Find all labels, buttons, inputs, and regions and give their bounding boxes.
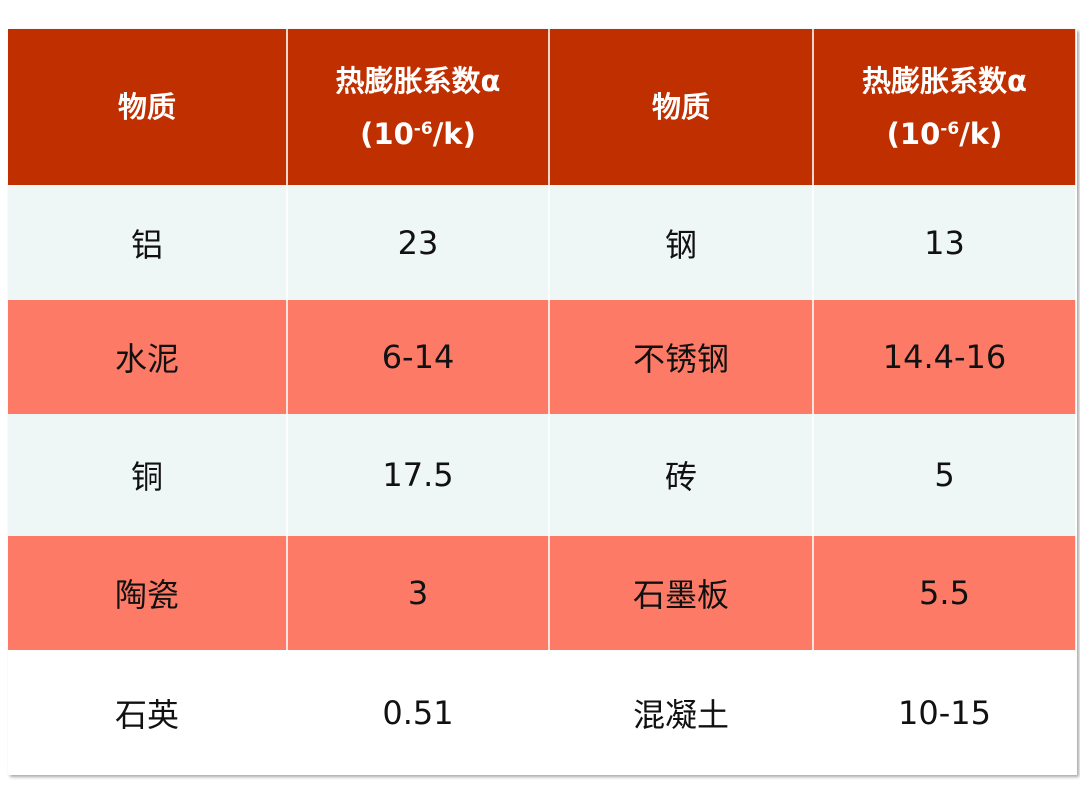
header-material-1: 物质	[8, 29, 288, 185]
material-cell: 钢	[549, 185, 814, 300]
material-cell: 铝	[8, 185, 288, 300]
unit-open: (10	[886, 116, 941, 151]
value-cell: 14.4-16	[813, 300, 1077, 414]
table-row: 铜 17.5 砖 5	[8, 414, 1077, 536]
unit-open: (10	[360, 116, 414, 151]
unit-close: /k)	[959, 116, 1003, 151]
table-row: 铝 23 钢 13	[8, 185, 1077, 300]
value-cell: 5.5	[813, 536, 1077, 650]
material-cell: 水泥	[8, 300, 288, 414]
material-cell: 砖	[549, 414, 814, 536]
table-row: 水泥 6-14 不锈钢 14.4-16	[8, 300, 1077, 414]
thermal-expansion-table: 物质 热膨胀系数α (10-6/k) 物质 热膨胀系数α (10-6/k) 铝 23…	[8, 29, 1077, 775]
value-cell: 17.5	[287, 414, 550, 536]
header-coefficient-2: 热膨胀系数α (10-6/k)	[813, 29, 1077, 185]
value-cell: 13	[813, 185, 1077, 300]
unit-exp: -6	[940, 118, 960, 139]
header-coef-label: 热膨胀系数α	[335, 63, 501, 98]
header-coef-label: 热膨胀系数α	[862, 63, 1027, 98]
value-cell: 0.51	[287, 650, 550, 775]
material-cell: 铜	[8, 414, 288, 536]
unit-exp: -6	[413, 118, 433, 139]
material-cell: 石墨板	[549, 536, 814, 650]
header-row: 物质 热膨胀系数α (10-6/k) 物质 热膨胀系数α (10-6/k)	[8, 29, 1077, 185]
value-cell: 3	[287, 536, 550, 650]
value-cell: 23	[287, 185, 550, 300]
material-cell: 不锈钢	[549, 300, 814, 414]
material-cell: 混凝土	[549, 650, 814, 775]
value-cell: 6-14	[287, 300, 550, 414]
unit-close: /k)	[432, 116, 476, 151]
table-row: 陶瓷 3 石墨板 5.5	[8, 536, 1077, 650]
table-row: 石英 0.51 混凝土 10-15	[8, 650, 1077, 775]
header-material-2: 物质	[549, 29, 814, 185]
material-cell: 陶瓷	[8, 536, 288, 650]
value-cell: 10-15	[813, 650, 1077, 775]
value-cell: 5	[813, 414, 1077, 536]
header-coefficient-1: 热膨胀系数α (10-6/k)	[287, 29, 550, 185]
material-cell: 石英	[8, 650, 288, 775]
